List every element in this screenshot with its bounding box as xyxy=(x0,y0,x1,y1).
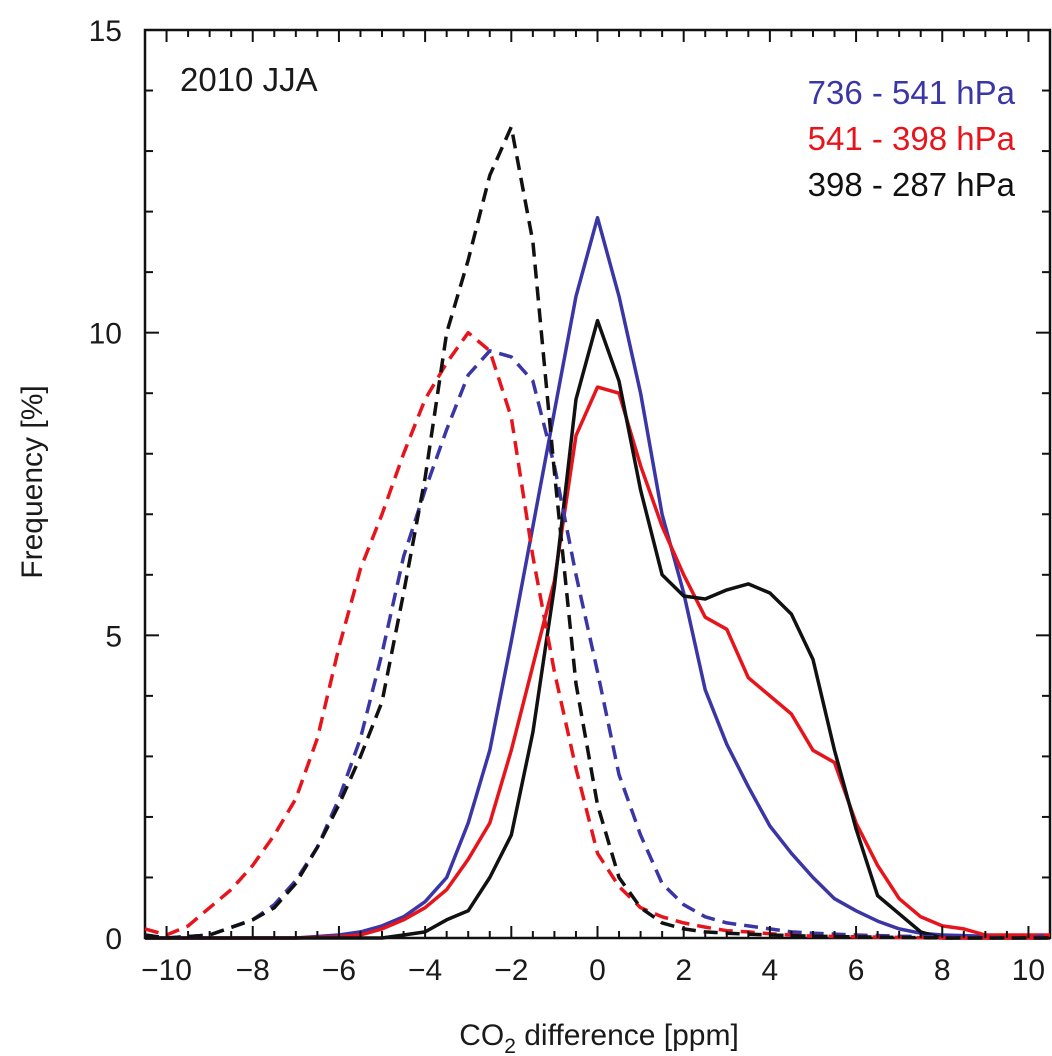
y-tick-label: 0 xyxy=(105,923,122,956)
x-tick-label: 2 xyxy=(675,954,692,987)
x-tick-label: 6 xyxy=(848,954,865,987)
x-tick-label: 10 xyxy=(1012,954,1045,987)
x-axis-title-suffix: difference [ppm] xyxy=(516,1019,739,1052)
y-tick-label: 5 xyxy=(105,620,122,653)
x-tick-label: 4 xyxy=(762,954,779,987)
legend-entry: 541 - 398 hPa xyxy=(808,120,1016,157)
x-axis-title-prefix: CO xyxy=(459,1019,504,1052)
y-tick-label: 10 xyxy=(89,318,122,351)
ticks-layer xyxy=(145,29,1050,939)
series-line-solid-2 xyxy=(145,318,1050,940)
chart-annotation: 2010 JJA xyxy=(180,61,318,98)
y-tick-labels: 0 5 10 15 xyxy=(89,15,122,956)
x-axis-title-subscript: 2 xyxy=(504,1035,516,1056)
x-tick-label: −6 xyxy=(322,954,356,987)
legend: 736 - 541 hPa 541 - 398 hPa 398 - 287 hPa xyxy=(808,74,1016,203)
y-axis-title: Frequency [%] xyxy=(16,385,49,578)
x-tick-label: −10 xyxy=(141,954,192,987)
legend-entry: 736 - 541 hPa xyxy=(808,74,1016,111)
series-layer xyxy=(144,125,1051,940)
x-tick-label: 0 xyxy=(589,954,606,987)
series-line-dashed-4 xyxy=(144,330,1050,940)
series-line-dashed-5 xyxy=(144,125,1050,940)
x-tick-label: −4 xyxy=(408,954,442,987)
x-tick-label: −8 xyxy=(236,954,270,987)
x-tick-label: −2 xyxy=(494,954,528,987)
x-tick-label: 8 xyxy=(934,954,951,987)
x-tick-labels: −10 −8 −6 −4 −2 0 2 4 6 8 10 xyxy=(141,954,1045,987)
x-axis-title: CO2 difference [ppm] xyxy=(459,1019,739,1056)
y-tick-label: 15 xyxy=(89,15,122,48)
plot-area xyxy=(143,28,1052,940)
legend-entry: 398 - 287 hPa xyxy=(808,166,1016,203)
series-line-dashed-3 xyxy=(144,349,1051,940)
